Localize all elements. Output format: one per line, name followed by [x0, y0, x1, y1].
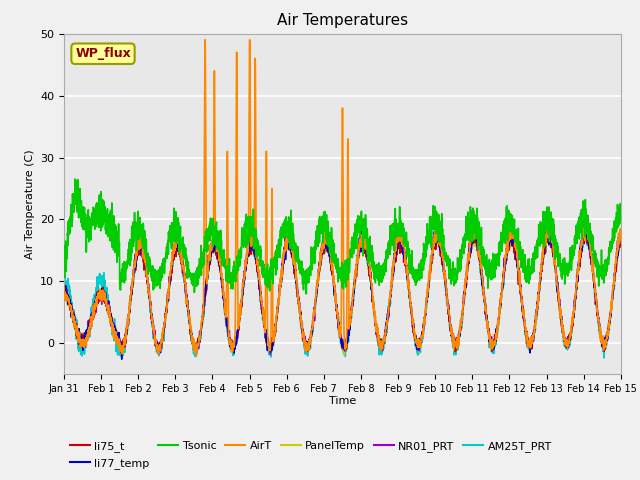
Title: Air Temperatures: Air Temperatures — [277, 13, 408, 28]
Text: WP_flux: WP_flux — [75, 47, 131, 60]
Y-axis label: Air Temperature (C): Air Temperature (C) — [24, 149, 35, 259]
Legend: li75_t, li77_temp, Tsonic, AirT, PanelTemp, NR01_PRT, AM25T_PRT: li75_t, li77_temp, Tsonic, AirT, PanelTe… — [70, 441, 552, 468]
X-axis label: Time: Time — [329, 396, 356, 406]
